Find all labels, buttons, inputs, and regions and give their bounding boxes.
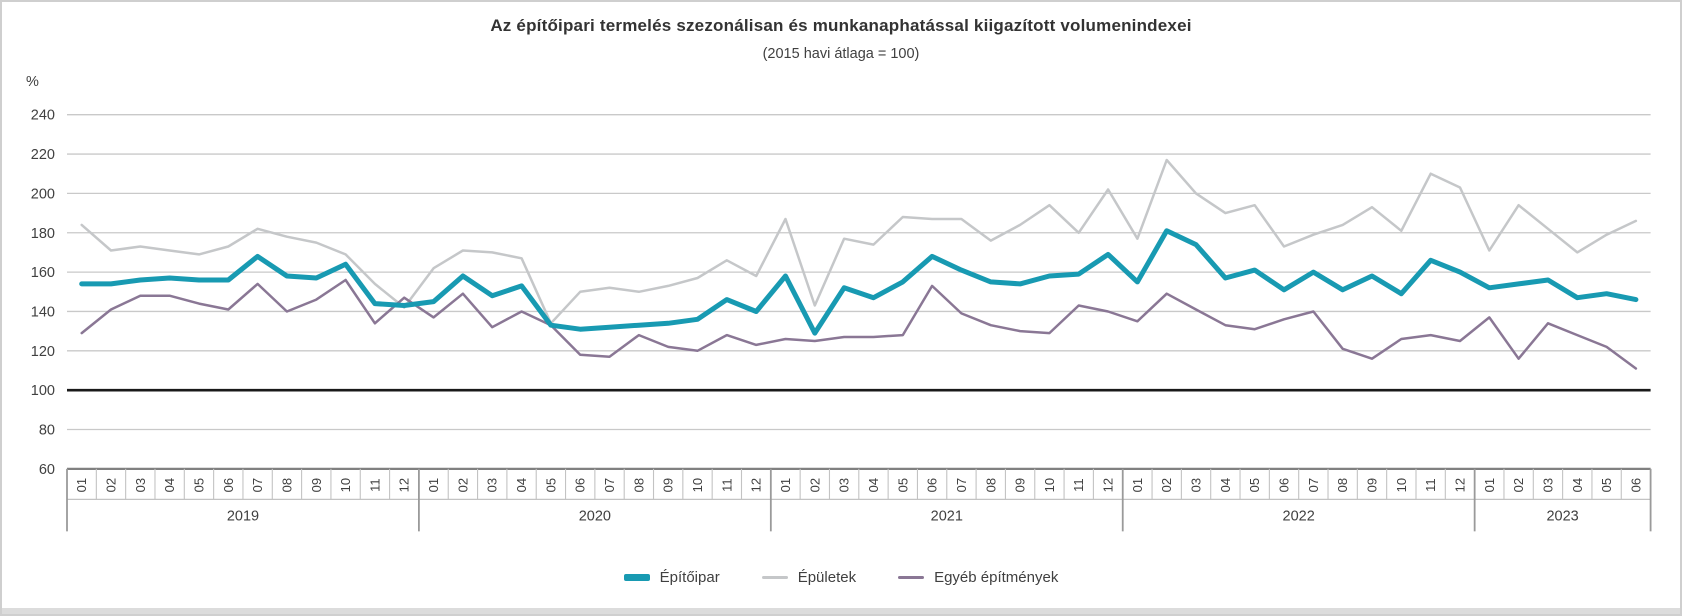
year-label: 2020	[579, 508, 611, 524]
month-tick-label: 12	[749, 478, 764, 492]
year-label: 2021	[931, 508, 963, 524]
month-tick-label: 04	[1570, 478, 1585, 492]
y-axis-tick-labels: 240 220 200 180 160 140 120 100 80 60	[31, 108, 55, 478]
month-tick-label: 11	[1071, 478, 1086, 492]
year-label: 2023	[1546, 508, 1578, 524]
month-tick-label: 02	[1159, 478, 1174, 492]
month-tick-label: 05	[1247, 478, 1262, 492]
month-tick-label: 08	[983, 478, 998, 492]
month-tick-label: 07	[954, 478, 969, 492]
month-tick-label: 12	[397, 478, 412, 492]
month-tick-label: 02	[455, 478, 470, 492]
month-tick-label: 08	[1335, 478, 1350, 492]
month-tick-label: 10	[338, 478, 353, 492]
legend-swatch-epuletek-icon	[761, 575, 788, 580]
month-tick-label: 04	[866, 478, 881, 492]
month-tick-label: 07	[1306, 478, 1321, 492]
month-tick-label: 10	[690, 478, 705, 492]
year-label: 2019	[227, 508, 259, 524]
month-tick-label: 04	[162, 478, 177, 492]
month-tick-label: 05	[895, 478, 910, 492]
series-line--p-t-ipar	[79, 228, 1639, 336]
month-tick-label: 11	[1423, 478, 1438, 492]
month-tick-label: 05	[1599, 478, 1614, 492]
legend-item-epitoipar: Építőipar	[623, 569, 720, 586]
month-tick-label: 03	[1540, 478, 1555, 492]
month-tick-label: 01	[74, 478, 89, 492]
month-tick-label: 04	[1218, 478, 1233, 492]
month-tick-label: 08	[279, 478, 294, 492]
frame-bottom-strip	[2, 608, 1680, 614]
month-tick-label: 01	[1130, 478, 1145, 492]
month-tick-label: 11	[367, 478, 382, 492]
month-tick-label: 10	[1042, 478, 1057, 492]
month-tick-label: 06	[573, 478, 588, 492]
month-tick-label: 04	[514, 478, 529, 492]
x-axis: 01 02 03 04 05 06 07 08 09 10 11 12 01 02 03 04 05 06 07 08…	[66, 467, 1652, 532]
legend-label: Épületek	[797, 569, 857, 586]
month-tick-label: 06	[1277, 478, 1292, 492]
page-title: Az építőipari termelés szezonálisan és m…	[490, 16, 1192, 35]
month-tick-label: 10	[1394, 478, 1409, 492]
legend-label: Egyéb építmények	[934, 569, 1059, 586]
month-tick-label: 02	[103, 478, 118, 492]
month-tick-label: 07	[250, 478, 265, 492]
month-tick-label: 06	[221, 478, 236, 492]
month-tick-label: 08	[631, 478, 646, 492]
legend-swatch-epitoipar-icon	[623, 574, 650, 581]
y-tick-label: 180	[31, 226, 55, 242]
month-tick-label: 07	[602, 478, 617, 492]
page-subtitle: (2015 havi átlaga = 100)	[762, 46, 920, 62]
legend-item-egyeb: Egyéb építmények	[898, 569, 1058, 586]
y-tick-label: 160	[31, 265, 55, 281]
month-tick-label: 06	[925, 478, 940, 492]
month-tick-label: 12	[1101, 478, 1116, 492]
month-tick-label: 01	[1482, 478, 1497, 492]
y-tick-label: 220	[31, 147, 55, 163]
y-tick-label: 60	[39, 462, 55, 478]
y-axis-grid	[67, 114, 1651, 470]
legend-label: Építőipar	[659, 569, 720, 586]
legend-item-epuletek: Épületek	[761, 569, 857, 586]
y-tick-label: 80	[39, 423, 55, 439]
month-tick-label: 09	[661, 478, 676, 492]
y-axis-unit-label: %	[26, 74, 39, 90]
y-tick-label: 240	[31, 108, 55, 124]
year-label: 2022	[1283, 508, 1315, 524]
month-tick-label: 11	[719, 478, 734, 492]
legend-swatch-egyeb-icon	[898, 575, 925, 580]
month-tick-label: 02	[807, 478, 822, 492]
y-tick-label: 140	[31, 304, 55, 320]
month-tick-label: 03	[1189, 478, 1204, 492]
month-tick-label: 03	[837, 478, 852, 492]
month-tick-label: 06	[1628, 478, 1643, 492]
month-tick-label: 02	[1511, 478, 1526, 492]
series-line-egy-b-p-tm-nyek	[80, 278, 1638, 370]
month-tick-label: 01	[426, 478, 441, 492]
month-tick-label: 09	[1013, 478, 1028, 492]
month-tick-label: 05	[191, 478, 206, 492]
legend: Építőipar Épületek Egyéb építmények	[2, 569, 1680, 586]
y-tick-label: 120	[31, 344, 55, 360]
month-tick-label: 01	[778, 478, 793, 492]
y-tick-label: 100	[31, 383, 55, 399]
month-tick-label: 09	[1365, 478, 1380, 492]
month-tick-label: 12	[1452, 478, 1467, 492]
month-tick-label: 03	[485, 478, 500, 492]
series-line--p-letek	[80, 158, 1638, 325]
month-tick-label: 03	[133, 478, 148, 492]
month-tick-label: 09	[309, 478, 324, 492]
month-tick-label: 05	[543, 478, 558, 492]
y-tick-label: 200	[31, 186, 55, 202]
